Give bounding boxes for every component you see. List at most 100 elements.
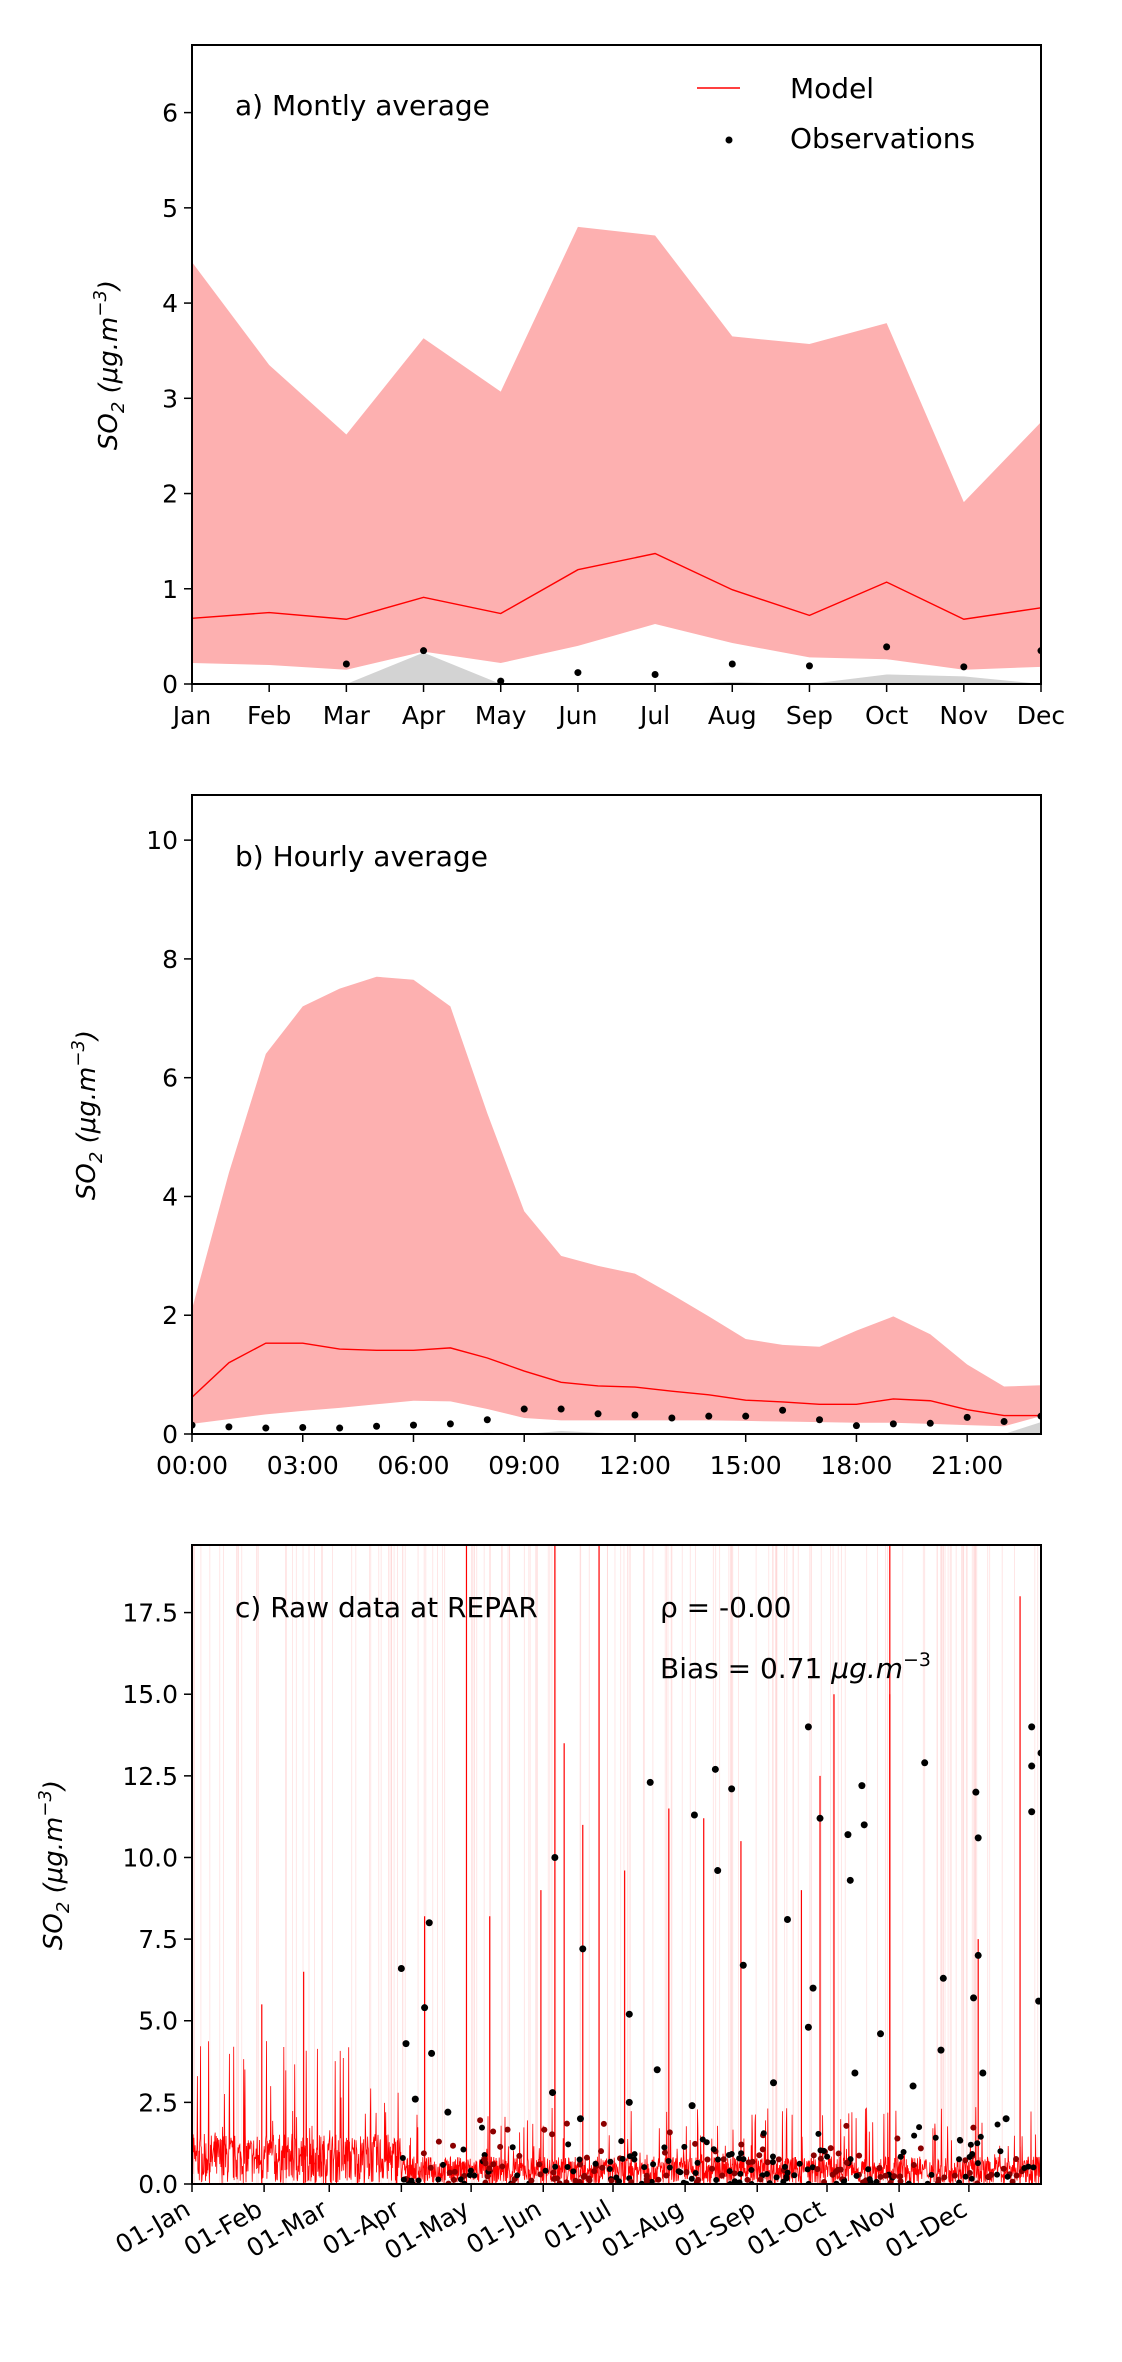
- observation-point: [509, 2144, 516, 2151]
- observation-point: [421, 2004, 429, 2012]
- observation-point: [427, 2164, 434, 2171]
- observation-point: [816, 1814, 824, 1822]
- panel-b-hourly: 0 2 4 6 8 10 00:00 03:00 06:00 09:00 12:00 15:00 18:…: [146, 794, 1042, 1480]
- observation-point: [867, 2179, 874, 2184]
- observation-point: [926, 1419, 934, 1427]
- observation-point: [974, 2160, 981, 2167]
- panel-b-ytick-label: 6: [162, 1064, 178, 1093]
- observation-point: [840, 2178, 847, 2184]
- observation-point: [783, 1916, 791, 1924]
- observation-point: [631, 2156, 638, 2163]
- observation-point: [471, 2172, 478, 2179]
- observation-point: [514, 2172, 521, 2179]
- panel-c-xtick-label: 01-Jan: [111, 2194, 195, 2259]
- panel-a-ytick-label: 5: [162, 194, 178, 223]
- legend-model-label: Model: [790, 72, 874, 105]
- observation-point: [607, 2158, 614, 2165]
- observation-point: [720, 2156, 727, 2163]
- observation-point: [910, 2161, 917, 2168]
- observation-point: [951, 2172, 958, 2179]
- observation-point: [631, 1411, 639, 1419]
- panel-a-xtick-label: Mar: [323, 701, 371, 730]
- observation-point: [497, 677, 505, 684]
- observation-point: [877, 2173, 884, 2180]
- panel-b-xtick-label: 15:00: [710, 1451, 782, 1480]
- observation-point: [570, 2168, 577, 2175]
- observation-point: [574, 669, 582, 677]
- observation-point: [618, 2138, 625, 2145]
- panel-c-title: c) Raw data at REPAR: [235, 1591, 538, 1624]
- observation-point: [661, 2149, 668, 2156]
- observation-point: [731, 2170, 738, 2177]
- observation-point: [979, 2069, 987, 2077]
- observation-point: [810, 2152, 817, 2159]
- observation-point: [852, 1422, 860, 1430]
- observation-point: [726, 2168, 733, 2175]
- observation-point: [483, 1416, 491, 1424]
- observation-point: [827, 2145, 834, 2152]
- observation-point: [710, 2146, 717, 2153]
- observation-point: [1002, 2115, 1010, 2123]
- observation-point: [897, 2153, 904, 2160]
- observation-point: [565, 2141, 572, 2148]
- model-raw-line: [192, 2041, 1041, 2184]
- observation-point: [962, 2157, 969, 2164]
- panel-b-ytick-label: 4: [162, 1182, 178, 1211]
- observation-point: [625, 2098, 633, 2106]
- observation-point: [711, 1765, 719, 1773]
- observation-point: [817, 2147, 824, 2154]
- observation-point: [576, 2115, 584, 2123]
- observation-point: [966, 2153, 973, 2160]
- observation-point: [756, 2152, 763, 2159]
- observation-point: [1013, 2155, 1020, 2162]
- bias-annotation: Bias = 0.71 μg.m−3: [660, 1649, 931, 1685]
- observation-point: [342, 660, 350, 668]
- observation-point: [709, 2165, 716, 2172]
- observation-point: [900, 2149, 907, 2156]
- observation-point: [817, 2155, 824, 2162]
- panel-c-ytick-label: 7.5: [138, 1925, 178, 1954]
- observation-point: [551, 2175, 558, 2182]
- panel-c-xtick-label: 01-Aug: [596, 2194, 688, 2264]
- observation-point: [966, 2169, 973, 2176]
- panel-c-xtick-label: 01-Sep: [670, 2194, 761, 2263]
- observation-point: [619, 2155, 626, 2162]
- observation-point: [911, 2132, 918, 2139]
- observation-point: [594, 1410, 602, 1418]
- observation-point: [616, 2178, 623, 2184]
- panel-c-ylabel: SO2 (μg.m−3): [35, 1780, 74, 1950]
- panel-b-title: b) Hourly average: [235, 840, 488, 873]
- observation-point: [856, 2152, 863, 2159]
- panel-b-xtick-label: 09:00: [488, 1451, 560, 1480]
- model-line: [192, 552, 1041, 620]
- observation-point: [997, 2148, 1004, 2155]
- observation-point: [628, 2179, 635, 2184]
- observation-point: [592, 2160, 599, 2167]
- observation-point: [450, 2176, 457, 2183]
- observation-point: [804, 1723, 812, 1731]
- observation-point: [846, 1876, 854, 1884]
- observation-point: [781, 2163, 788, 2170]
- observation-point: [585, 2175, 592, 2182]
- axes-frame: [191, 44, 1042, 685]
- observation-point: [783, 2175, 790, 2182]
- observation-point: [865, 2166, 872, 2173]
- observation-point: [599, 2164, 606, 2171]
- observation-point: [373, 1422, 381, 1430]
- observation-point: [643, 2176, 650, 2183]
- panel-a-xtick-label: Dec: [1017, 701, 1065, 730]
- panel-b-xtick-label: 21:00: [931, 1451, 1003, 1480]
- observation-point: [705, 1412, 713, 1420]
- observation-point: [557, 1405, 565, 1413]
- observation-point: [749, 2158, 756, 2165]
- observation-point: [481, 2156, 488, 2163]
- observation-point: [968, 2175, 975, 2182]
- observation-point: [399, 2155, 406, 2162]
- observation-point: [564, 2164, 571, 2171]
- observation-point: [763, 2170, 770, 2177]
- observation-point: [435, 2176, 442, 2183]
- observation-point: [528, 2177, 535, 2184]
- observation-point: [851, 2069, 859, 2077]
- observation-point: [606, 2165, 613, 2172]
- observation-point: [791, 2172, 798, 2179]
